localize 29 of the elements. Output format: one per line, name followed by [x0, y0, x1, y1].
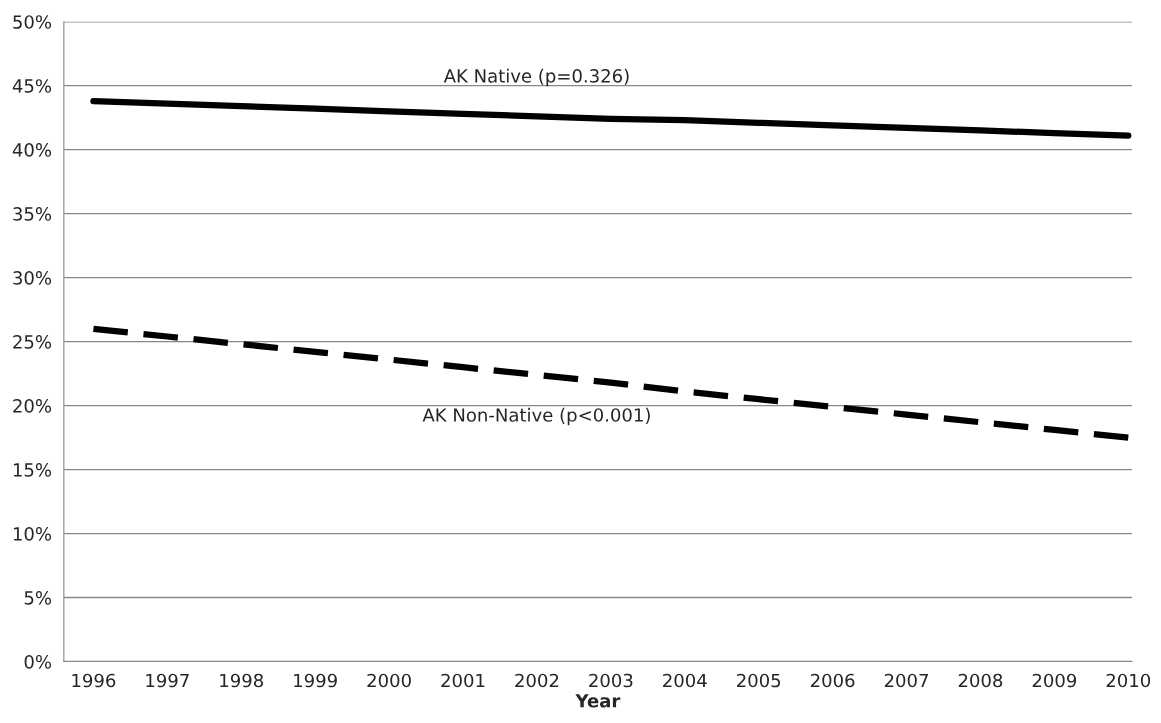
x-tick-label: 1999	[294, 673, 337, 688]
x-tick-label: 1998	[220, 673, 263, 688]
y-tick-label: 5%	[24, 591, 52, 605]
y-tick-label: 20%	[13, 399, 52, 413]
x-tick-label: 2009	[1032, 673, 1077, 688]
y-tick-label: 25%	[13, 335, 52, 349]
series-label: AK Non-Native (p<0.001)	[422, 407, 650, 426]
x-tick-label: 2008	[958, 673, 1003, 688]
x-tick-label: 2007	[884, 673, 928, 688]
x-tick-label: 2000	[367, 673, 411, 688]
y-tick-label: 50%	[13, 15, 52, 29]
y-tick-label: 40%	[12, 143, 52, 157]
x-tick-label: 2004	[663, 673, 707, 688]
x-tick-label: 2003	[589, 673, 633, 688]
x-tick-label: 1996	[72, 673, 116, 688]
x-tick-label: 2010	[1106, 673, 1151, 688]
y-tick-label: 0%	[24, 655, 52, 669]
x-tick-label: 2005	[737, 673, 781, 688]
y-tick-label: 30%	[13, 271, 52, 285]
x-tick-label: 2001	[441, 673, 485, 688]
x-tick-label: 2006	[810, 673, 855, 688]
y-tick-label: 35%	[13, 207, 52, 221]
x-axis-title: Year	[575, 694, 621, 708]
y-tick-label: 10%	[13, 527, 52, 541]
x-tick-label: 2002	[515, 673, 559, 688]
series-label: AK Native (p=0.326)	[443, 68, 629, 87]
y-tick-label: 15%	[13, 463, 52, 477]
x-tick-label: 1997	[146, 673, 189, 688]
y-tick-label: 45%	[12, 79, 52, 93]
